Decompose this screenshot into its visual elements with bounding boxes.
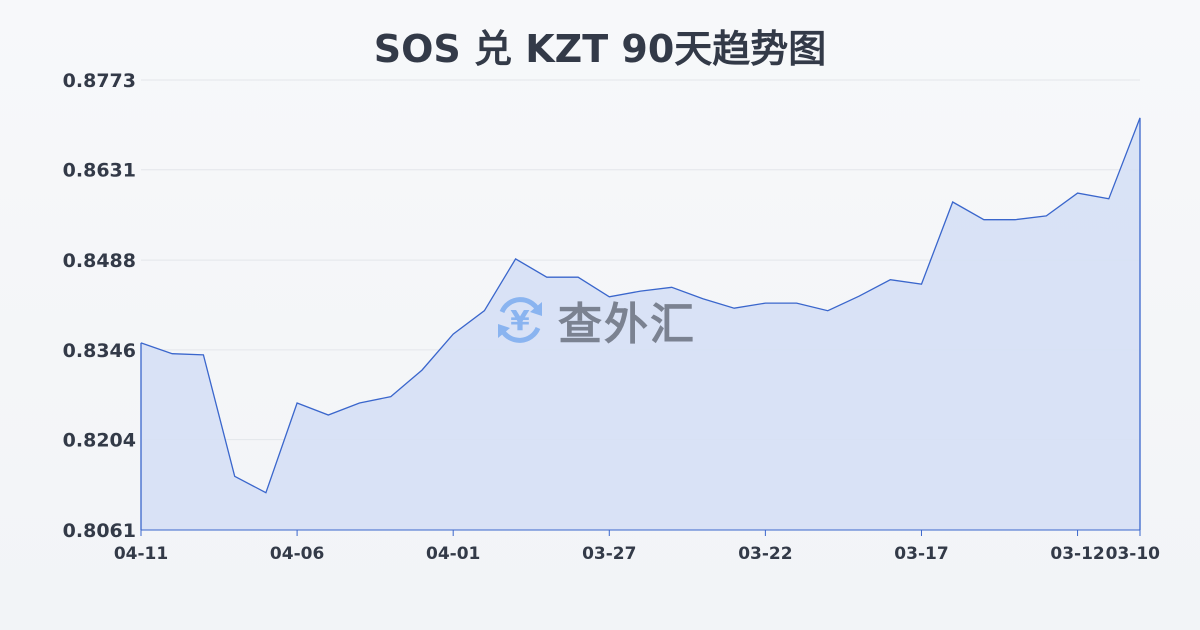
x-tick-label: 03-10 — [1106, 544, 1161, 564]
x-tick-label: 03-27 — [582, 544, 636, 564]
currency-exchange-icon: ¥ — [498, 297, 542, 343]
y-tick-label: 0.8488 — [63, 250, 136, 272]
x-tick-label: 04-06 — [270, 544, 324, 564]
x-tick-label: 03-17 — [894, 544, 948, 564]
y-tick-label: 0.8631 — [63, 160, 136, 182]
watermark-text: 查外汇 — [558, 299, 696, 350]
x-tick-label: 04-11 — [114, 544, 168, 564]
x-tick-label: 03-22 — [738, 544, 792, 564]
y-tick-label: 0.8204 — [63, 430, 136, 452]
x-tick-label: 04-01 — [426, 544, 480, 564]
series-line — [140, 117, 1141, 494]
chart-title: SOS 兑 KZT 90天趋势图 — [373, 27, 827, 71]
y-tick-label: 0.8061 — [63, 520, 136, 542]
watermark: ¥ 查外汇 — [490, 288, 696, 352]
area-fill — [141, 117, 1140, 531]
x-tick-label: 03-12 — [1050, 544, 1104, 564]
svg-text:¥: ¥ — [510, 304, 530, 337]
y-tick-label: 0.8773 — [63, 70, 136, 92]
y-tick-label: 0.8346 — [63, 340, 136, 362]
